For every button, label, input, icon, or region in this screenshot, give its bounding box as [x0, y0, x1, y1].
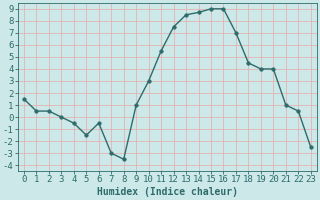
X-axis label: Humidex (Indice chaleur): Humidex (Indice chaleur) — [97, 187, 238, 197]
